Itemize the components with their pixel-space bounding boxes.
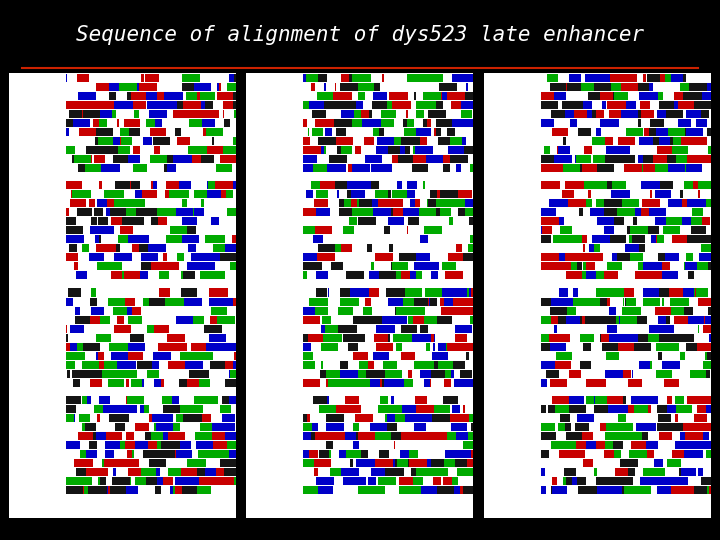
Text: Sequence of alignment of dys523 late enhancer: Sequence of alignment of dys523 late enh…: [76, 25, 644, 45]
